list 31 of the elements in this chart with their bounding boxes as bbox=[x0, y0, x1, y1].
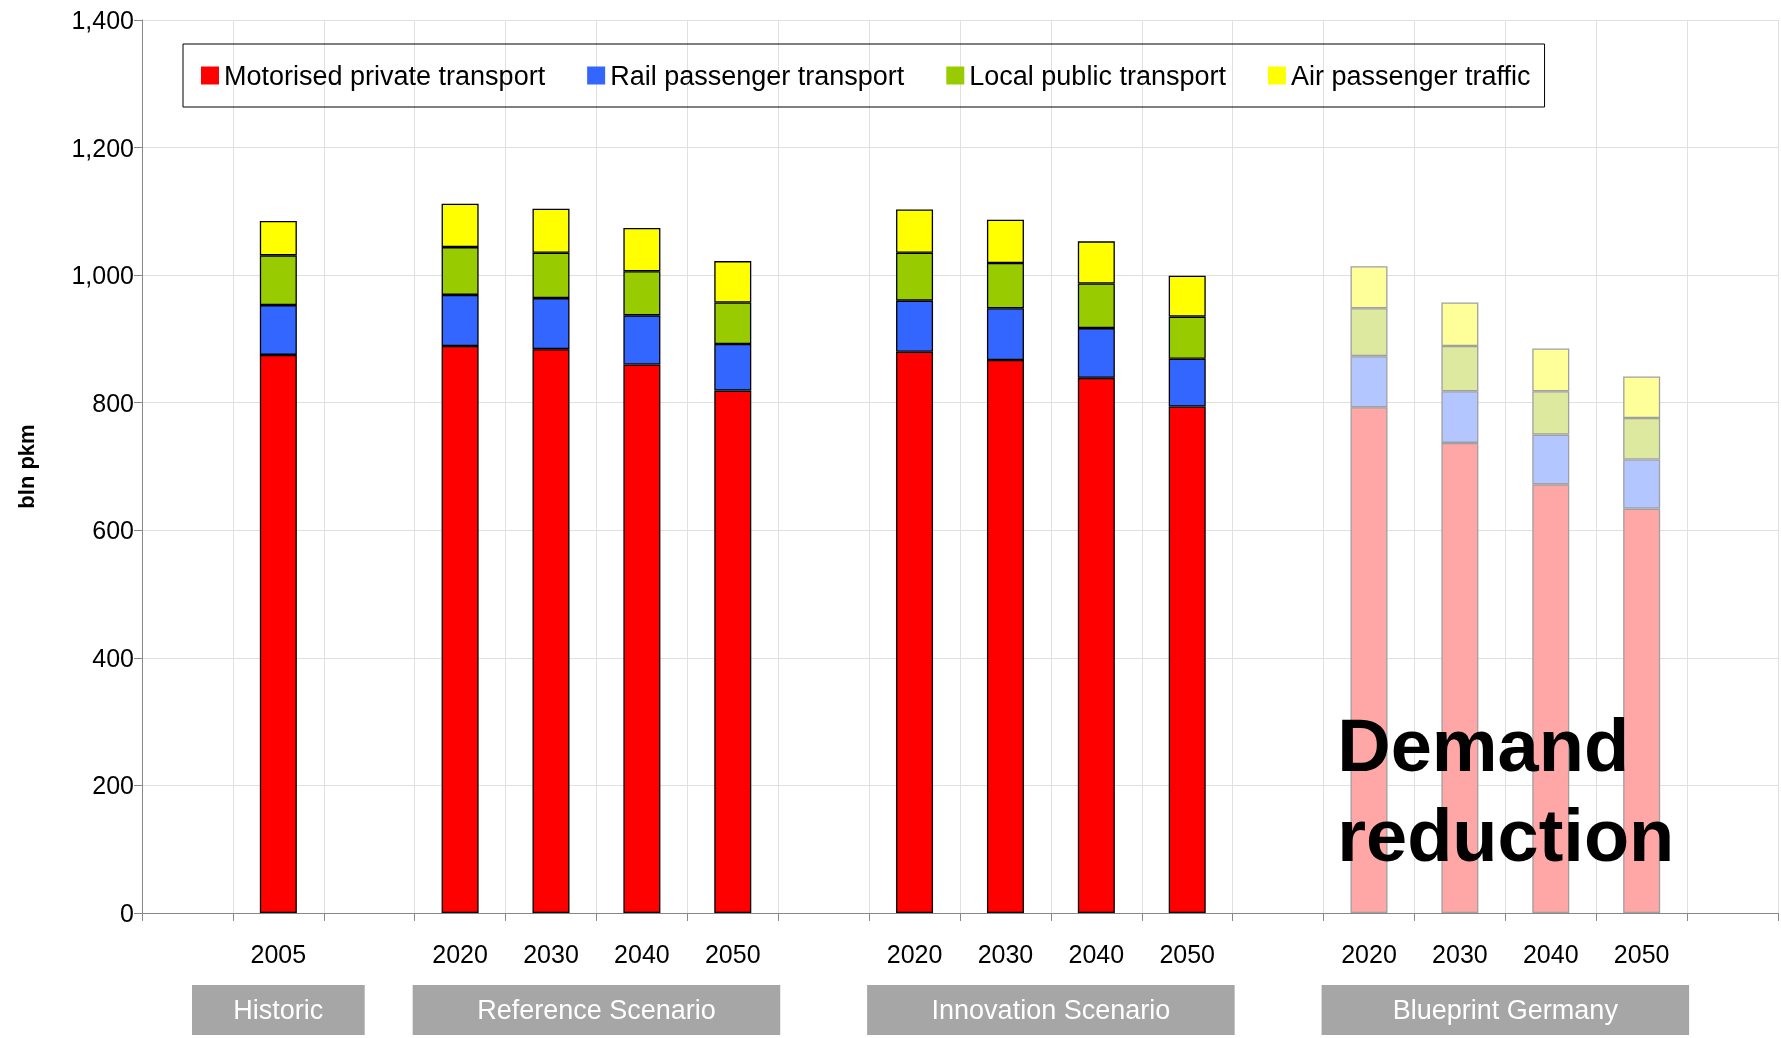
y-tick-label: 0 bbox=[120, 899, 134, 927]
x-tick-label: 2030 bbox=[523, 939, 579, 968]
x-tick-label: 2020 bbox=[886, 939, 943, 968]
legend-label: Local public transport bbox=[969, 60, 1227, 91]
x-tick-label: 2040 bbox=[614, 939, 670, 968]
x-tick-label: 2020 bbox=[432, 939, 488, 968]
legend-label: Air passenger traffic bbox=[1290, 60, 1531, 91]
y-tick-label: 600 bbox=[92, 516, 134, 545]
legend-label: Rail passenger transport bbox=[610, 60, 905, 91]
x-tick-label: 2050 bbox=[704, 939, 761, 968]
y-tick-label: 1,200 bbox=[71, 133, 134, 162]
annotation: Demand reduction bbox=[1337, 703, 1675, 877]
y-axis-title: bln pkm bbox=[13, 424, 39, 509]
x-tick-label: 2040 bbox=[1068, 939, 1125, 968]
y-tick-label: 800 bbox=[92, 388, 134, 417]
text: Reference Scenario bbox=[477, 995, 716, 1025]
x-tick-label: 2030 bbox=[1432, 939, 1488, 968]
text: Blueprint Germany bbox=[1392, 995, 1619, 1025]
legend-label: Motorised private transport bbox=[224, 60, 546, 91]
text: Innovation Scenario bbox=[931, 995, 1171, 1025]
y-tick-label: 200 bbox=[92, 771, 134, 800]
x-tick-label: 2040 bbox=[1522, 939, 1579, 968]
text: Historic bbox=[233, 995, 324, 1025]
x-tick-label: 2050 bbox=[1159, 939, 1216, 968]
y-tick-label: 400 bbox=[92, 643, 134, 672]
x-tick-label: 2030 bbox=[977, 939, 1034, 968]
x-tick-label: 2050 bbox=[1613, 939, 1670, 968]
x-tick-label: 2020 bbox=[1341, 939, 1397, 968]
x-tick-label: 2005 bbox=[250, 939, 307, 968]
y-tick-label: 1,400 bbox=[71, 6, 134, 34]
y-tick-label: 1,000 bbox=[71, 261, 134, 290]
